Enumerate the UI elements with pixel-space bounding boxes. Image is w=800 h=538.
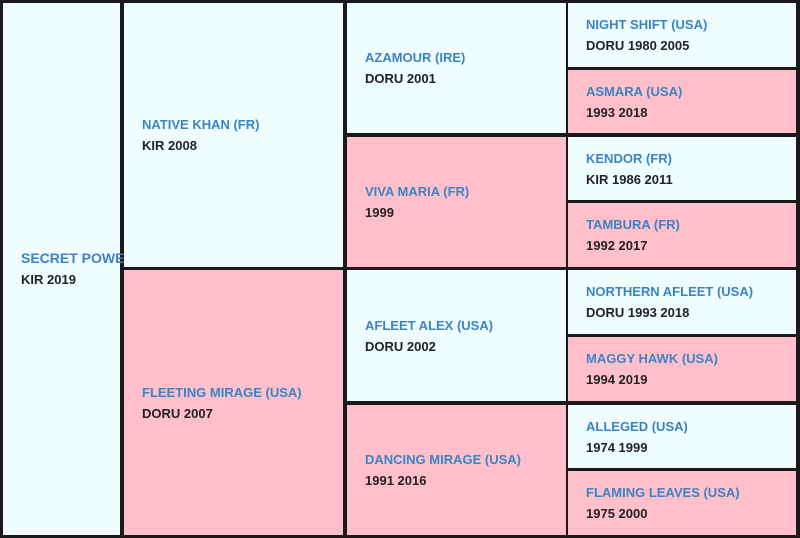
gen4-info-6: 1994 2019	[586, 372, 648, 387]
dam-dam-name[interactable]: DANCING MIRAGE (USA)	[365, 452, 521, 467]
sire-dam-info: 1999	[365, 205, 394, 220]
dam-sire-info: DORU 2002	[365, 338, 436, 354]
gen4-cell-4: TAMBURA (FR) 1992 2017	[568, 203, 796, 267]
gen4-info-5: DORU 1993 2018	[586, 305, 690, 320]
gen4-cell-8: FLAMING LEAVES (USA) 1975 2000	[568, 471, 796, 535]
gen4-cell-5: NORTHERN AFLEET (USA) DORU 1993 2018	[568, 270, 796, 334]
gen4-name-1[interactable]: NIGHT SHIFT (USA)	[586, 17, 708, 32]
dam-sire-name[interactable]: AFLEET ALEX (USA)	[365, 317, 494, 333]
subject-horse-info: KIR 2019	[21, 272, 76, 287]
dam-cell: FLEETING MIRAGE (USA) DORU 2007	[124, 270, 343, 535]
gen4-info-4: 1992 2017	[586, 238, 648, 253]
sire-sire-name[interactable]: AZAMOUR (IRE)	[365, 50, 466, 65]
sire-info: KIR 2008	[142, 138, 197, 153]
sire-sire-cell: AZAMOUR (IRE) DORU 2001	[347, 3, 566, 133]
gen4-info-3: KIR 1986 2011	[586, 171, 673, 187]
gen4-cell-2: ASMARA (USA) 1993 2018	[568, 70, 796, 133]
gen4-name-3[interactable]: KENDOR (FR)	[586, 150, 672, 166]
dam-name[interactable]: FLEETING MIRAGE (USA)	[142, 384, 302, 400]
subject-horse-name[interactable]: SECRET POWER	[21, 250, 135, 266]
sire-dam-cell: VIVA MARIA (FR) 1999	[347, 137, 566, 267]
gen4-info-2: 1993 2018	[586, 104, 648, 120]
gen4-name-7[interactable]: ALLEGED (USA)	[586, 418, 688, 434]
gen4-cell-7: ALLEGED (USA) 1974 1999	[568, 405, 796, 468]
sire-dam-name[interactable]: VIVA MARIA (FR)	[365, 184, 470, 199]
dam-dam-info: 1991 2016	[365, 473, 427, 488]
gen4-name-8[interactable]: FLAMING LEAVES (USA)	[586, 485, 740, 500]
gen4-name-4[interactable]: TAMBURA (FR)	[586, 217, 680, 232]
dam-dam-cell: DANCING MIRAGE (USA) 1991 2016	[347, 405, 566, 535]
dam-sire-cell: AFLEET ALEX (USA) DORU 2002	[347, 270, 566, 401]
dam-info: DORU 2007	[142, 405, 213, 421]
gen4-cell-3: KENDOR (FR) KIR 1986 2011	[568, 137, 796, 200]
gen4-cell-1: NIGHT SHIFT (USA) DORU 1980 2005	[568, 3, 796, 67]
sire-sire-info: DORU 2001	[365, 71, 436, 86]
gen4-info-8: 1975 2000	[586, 506, 648, 521]
gen4-info-7: 1974 1999	[586, 439, 648, 455]
gen4-name-6[interactable]: MAGGY HAWK (USA)	[586, 351, 718, 366]
gen4-info-1: DORU 1980 2005	[586, 38, 690, 53]
subject-horse-cell: SECRET POWER KIR 2019	[3, 3, 135, 535]
sire-cell: NATIVE KHAN (FR) KIR 2008	[124, 3, 343, 267]
gen4-cell-6: MAGGY HAWK (USA) 1994 2019	[568, 337, 796, 401]
gen4-name-5[interactable]: NORTHERN AFLEET (USA)	[586, 284, 754, 299]
gen4-name-2[interactable]: ASMARA (USA)	[586, 83, 683, 99]
sire-name[interactable]: NATIVE KHAN (FR)	[142, 117, 260, 132]
